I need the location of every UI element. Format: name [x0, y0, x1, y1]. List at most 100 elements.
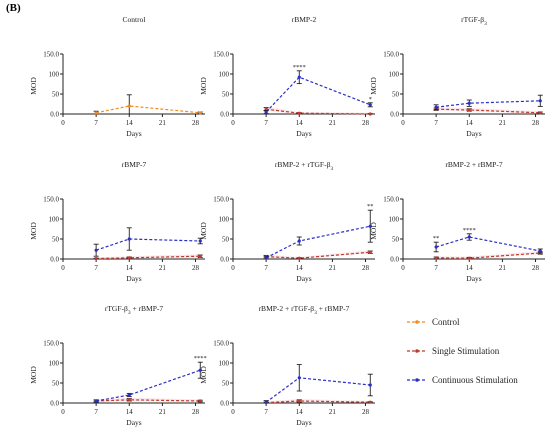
- x-tick-label: 28: [192, 408, 200, 416]
- x-tick-label: 14: [296, 264, 304, 272]
- data-point-single-stimulation: [94, 257, 98, 261]
- series-line-single-stimulation: [96, 399, 201, 402]
- y-tick-label: 100: [219, 71, 230, 79]
- series-line-continuous-stimulation: [435, 236, 541, 252]
- y-tick-label: 0.0: [390, 256, 399, 264]
- x-tick-label: 0: [231, 119, 235, 127]
- legend-item-single-stimulation: Single Stimulation: [407, 346, 500, 356]
- x-tick-label: 28: [192, 264, 200, 272]
- chart-panel-8: rBMP-2 + rTGF-β3 + rBMP-7 0.0 50 100 150.0 0 7…: [199, 304, 375, 427]
- x-tick-label: 7: [264, 119, 268, 127]
- x-tick-label: 0: [231, 264, 235, 272]
- chart-title: rBMP-7: [122, 160, 147, 169]
- series-line-single-stimulation: [266, 108, 371, 115]
- chart-panel-4: rBMP-7 0.0 50 100 150.0 0 7 14 21 28 Days MOD: [29, 160, 205, 283]
- data-point-single-stimulation: [198, 399, 202, 403]
- x-tick-label: 0: [61, 264, 65, 272]
- y-tick-label: 150.0: [383, 51, 399, 59]
- y-tick-label: 0.0: [220, 400, 229, 408]
- x-tick-label: 21: [159, 264, 167, 272]
- y-axis-label: MOD: [29, 222, 38, 240]
- y-tick-label: 150.0: [213, 196, 229, 204]
- x-tick-label: 0: [401, 119, 405, 127]
- x-tick-label: 7: [94, 264, 98, 272]
- data-point-single-stimulation: [434, 256, 438, 260]
- y-axis-label: MOD: [29, 77, 38, 95]
- data-point-continuous-stimulation: [127, 237, 131, 241]
- series-band: [436, 251, 541, 259]
- legend: Control Single Stimulation Continuous Stim…: [407, 317, 518, 385]
- series-band: [266, 250, 371, 259]
- x-axis-label: Days: [296, 418, 311, 427]
- x-tick-label: 21: [499, 264, 507, 272]
- data-point-single-stimulation: [467, 108, 471, 112]
- x-axis-label: Days: [126, 129, 141, 138]
- x-tick-label: 28: [192, 119, 200, 127]
- chart-panel-3: rTGF-β3 0.0 50 100 150.0 0 7 14 21 28 Days MOD: [369, 15, 545, 138]
- series-line-single-stimulation: [436, 108, 541, 114]
- chart-title: rBMP-2 + rBMP-7: [445, 160, 502, 169]
- x-tick-label: 0: [61, 408, 65, 416]
- data-point-control: [127, 104, 131, 108]
- x-tick-label: 7: [434, 264, 438, 272]
- series-line-continuous-stimulation: [265, 76, 371, 113]
- data-point-continuous-stimulation: [434, 105, 438, 109]
- data-point-single-stimulation: [127, 398, 131, 402]
- chart-title: rTGF-β3: [461, 15, 487, 27]
- y-axis-label: MOD: [369, 222, 378, 240]
- data-point-single-stimulation: [368, 112, 372, 116]
- data-point-control: [198, 111, 202, 115]
- y-tick-label: 50: [392, 236, 400, 244]
- data-point-single-stimulation: [297, 256, 301, 260]
- data-point-continuous-stimulation: [297, 376, 301, 380]
- y-tick-label: 100: [219, 216, 230, 224]
- data-point-single-stimulation: [127, 256, 131, 260]
- x-axis-label: Days: [126, 418, 141, 427]
- x-tick-label: 21: [329, 264, 337, 272]
- legend-item-control: Control: [407, 317, 460, 327]
- x-tick-label: 7: [264, 264, 268, 272]
- data-point-continuous-stimulation: [94, 248, 98, 252]
- data-point-control: [94, 111, 98, 115]
- data-point-continuous-stimulation: [198, 239, 202, 243]
- data-point-continuous-stimulation: [198, 368, 202, 372]
- x-tick-label: 7: [94, 119, 98, 127]
- data-point-continuous-stimulation: [297, 239, 301, 243]
- chart-panel-6: rBMP-2 + rBMP-7 0.0 50 100 150.0 0 7 14 21 28 Days…: [369, 160, 545, 283]
- x-tick-label: 14: [126, 264, 134, 272]
- data-point-continuous-stimulation: [368, 383, 372, 387]
- data-point-continuous-stimulation: [538, 249, 542, 253]
- y-axis-label: MOD: [199, 222, 208, 240]
- x-axis-label: Days: [296, 274, 311, 283]
- panel-label: (B): [6, 2, 21, 14]
- significance-label: ****: [293, 64, 306, 71]
- y-tick-label: 50: [392, 91, 400, 99]
- x-axis-label: Days: [466, 129, 481, 138]
- data-point-single-stimulation: [297, 111, 301, 115]
- y-tick-label: 150.0: [43, 340, 59, 348]
- y-tick-label: 50: [222, 380, 230, 388]
- chart-panel-1: Control 0.0 50 100 150.0 0 7 14 21 28 Days MOD: [29, 15, 205, 138]
- data-point-single-stimulation: [198, 254, 202, 258]
- legend-swatch-marker: [415, 320, 419, 324]
- x-tick-label: 28: [532, 119, 540, 127]
- x-tick-label: 0: [231, 408, 235, 416]
- data-point-continuous-stimulation: [264, 110, 268, 114]
- y-tick-label: 50: [52, 236, 60, 244]
- x-axis-label: Days: [466, 274, 481, 283]
- data-point-single-stimulation: [538, 111, 542, 115]
- chart-title: rTGF-β3 + rBMP-7: [105, 304, 164, 316]
- data-point-continuous-stimulation: [467, 235, 471, 239]
- y-tick-label: 100: [49, 360, 60, 368]
- y-tick-label: 50: [52, 380, 60, 388]
- chart-title: rBMP-2 + rTGF-β3: [275, 160, 334, 172]
- chart-panel-5: rBMP-2 + rTGF-β3 0.0 50 100 150.0 0 7 14 21 28 Day…: [199, 160, 375, 283]
- legend-label: Control: [432, 317, 460, 327]
- y-tick-label: 150.0: [383, 196, 399, 204]
- x-tick-label: 7: [94, 408, 98, 416]
- data-point-continuous-stimulation: [94, 399, 98, 403]
- x-tick-label: 7: [264, 408, 268, 416]
- data-point-single-stimulation: [467, 256, 471, 260]
- series-line-continuous-stimulation: [265, 377, 371, 403]
